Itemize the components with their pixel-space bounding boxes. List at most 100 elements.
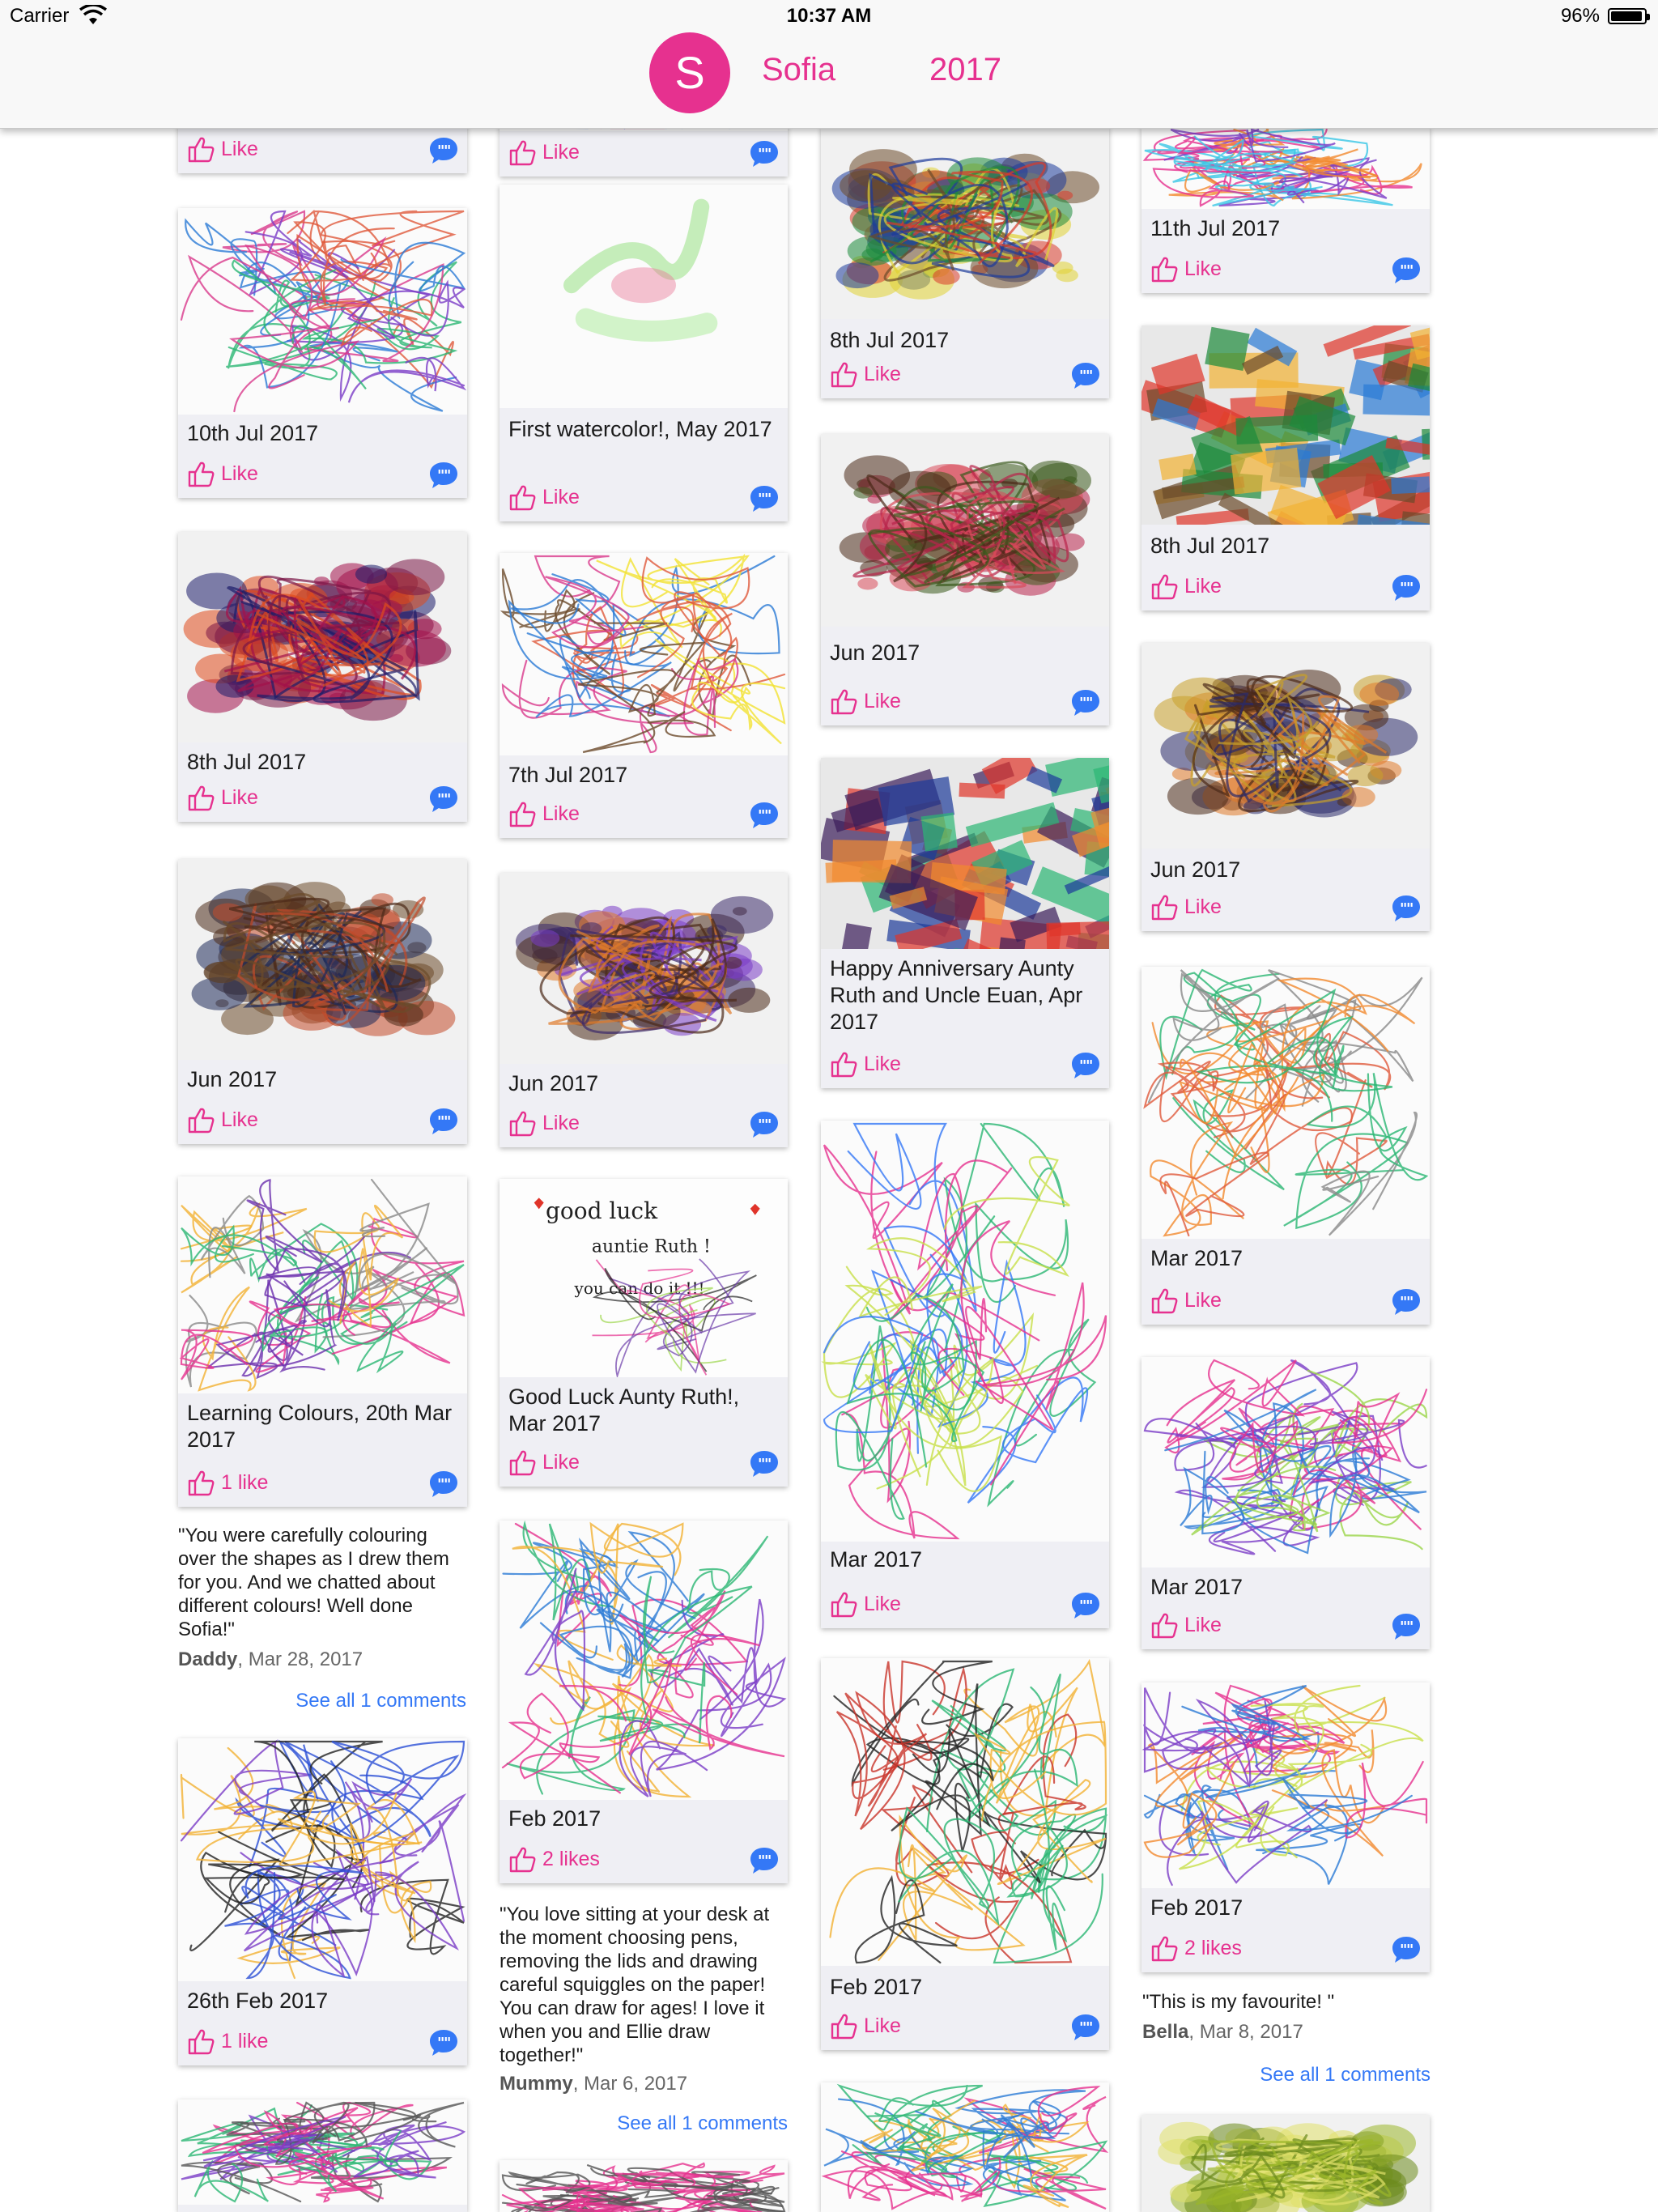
artwork-image[interactable] [1141, 1357, 1430, 1568]
artwork-image[interactable] [1141, 643, 1430, 849]
see-all-comments-link[interactable]: See all 1 comments [295, 1690, 466, 1712]
artwork-card[interactable]: Feb 2017 Like " " [821, 1658, 1109, 2050]
artwork-card[interactable]: First watercolor!, May 2017 Like " " [500, 185, 788, 521]
artwork-card[interactable]: Mar 2017 Like " " [1141, 1357, 1430, 1649]
avatar[interactable]: S [649, 32, 730, 113]
like-button[interactable]: Like [830, 1049, 901, 1078]
quote-bubble-icon[interactable]: "" [1070, 1591, 1101, 1620]
quote-bubble-icon[interactable]: "" [749, 1110, 780, 1139]
quote-bubble-icon[interactable]: "" [1070, 361, 1101, 390]
artwork-image[interactable] [1141, 126, 1430, 209]
like-button[interactable]: Like [830, 687, 901, 716]
like-button[interactable]: Like [508, 483, 580, 512]
like-button[interactable]: Like [508, 138, 580, 167]
artwork-card[interactable]: Learning Colours, 20th Mar 2017 1 like " " [178, 1176, 467, 1507]
like-button[interactable]: Like [1150, 254, 1222, 283]
quote-bubble-icon[interactable]: "" [749, 1449, 780, 1478]
artwork-card[interactable]: 26th Feb 2017 1 like " " [178, 1738, 467, 2065]
quote-bubble-icon[interactable]: "" [749, 801, 780, 830]
artwork-card[interactable]: Jun 2017 Like " " [500, 873, 788, 1147]
quote-bubble-icon[interactable]: "" [1070, 1051, 1101, 1080]
like-button[interactable]: 2 likes [508, 1844, 600, 1874]
artwork-image[interactable] [178, 208, 467, 415]
like-button[interactable]: Like [1150, 1610, 1222, 1640]
artwork-image[interactable] [500, 185, 788, 408]
artwork-card[interactable] [1141, 2115, 1430, 2212]
like-button[interactable]: 2 likes [1150, 1933, 1242, 1963]
artwork-card[interactable]: Jun 2017 Like " " [178, 859, 467, 1144]
artwork-image[interactable] [500, 2160, 788, 2212]
artwork-card[interactable]: 7th Jul 2017 Like " " [500, 553, 788, 838]
artwork-image[interactable] [178, 1176, 467, 1393]
artwork-card[interactable]: 8th Jul 2017 Like " " [178, 532, 467, 822]
quote-bubble-icon[interactable]: "" [428, 1107, 459, 1136]
like-button[interactable]: Like [187, 459, 258, 488]
quote-bubble-icon[interactable]: "" [1391, 1935, 1422, 1964]
quote-bubble-icon[interactable]: "" [1391, 1287, 1422, 1317]
quote-bubble-icon[interactable]: "" [1070, 2013, 1101, 2042]
artwork-image[interactable] [821, 126, 1109, 319]
quote-bubble-icon[interactable]: "" [1391, 1612, 1422, 1641]
like-button[interactable]: 1 like [187, 2027, 268, 2056]
artwork-image[interactable] [821, 1658, 1109, 1966]
quote-bubble-icon[interactable]: "" [749, 1846, 780, 1875]
artwork-image[interactable] [178, 532, 467, 742]
artwork-image[interactable] [500, 553, 788, 755]
artwork-card[interactable]: Feb 2017 2 likes " " [500, 1521, 788, 1883]
year-selector[interactable]: 2017 [929, 52, 1001, 87]
artwork-card[interactable]: good luck auntie Ruth ! you can do it !!! G… [500, 1179, 788, 1487]
like-button[interactable]: Like [830, 1589, 901, 1619]
like-button[interactable]: Like [508, 1448, 580, 1477]
artwork-image[interactable] [821, 758, 1109, 949]
quote-bubble-icon[interactable]: "" [749, 484, 780, 513]
profile-name[interactable]: Sofia [762, 52, 836, 87]
like-button[interactable]: Like [1150, 572, 1222, 601]
artwork-card[interactable] [500, 2160, 788, 2212]
see-all-comments-link[interactable]: See all 1 comments [617, 2112, 788, 2134]
quote-bubble-icon[interactable]: "" [428, 785, 459, 814]
artwork-image[interactable] [1141, 967, 1430, 1239]
like-button[interactable]: 1 like [187, 1468, 268, 1497]
like-button[interactable]: Like [830, 2011, 901, 2040]
see-all-comments-link[interactable]: See all 1 comments [1260, 2064, 1431, 2086]
artwork-card[interactable]: Jun 2017 Like " " [1141, 643, 1430, 931]
like-button[interactable]: Like [1150, 1286, 1222, 1315]
artwork-image[interactable] [821, 1121, 1109, 1542]
artwork-card[interactable]: 11th Jul 2017 Like " " [1141, 126, 1430, 293]
artwork-card[interactable]: 8th Jul 2017 Like " " [821, 126, 1109, 398]
like-button[interactable]: Like [508, 1108, 580, 1138]
quote-bubble-icon[interactable]: "" [428, 1470, 459, 1499]
artwork-card[interactable]: Feb 2017 2 likes " " [1141, 1682, 1430, 1972]
artwork-image[interactable] [500, 1521, 788, 1800]
artwork-card[interactable] [821, 2082, 1109, 2212]
artwork-card[interactable]: 10th Jul 2017 Like " " [178, 208, 467, 498]
like-button[interactable]: Like [187, 1105, 258, 1134]
quote-bubble-icon[interactable]: "" [428, 136, 459, 165]
artwork-image[interactable] [178, 2099, 467, 2205]
artwork-card[interactable]: Jun 2017 Like " " [821, 434, 1109, 725]
artwork-image[interactable] [500, 873, 788, 1064]
artwork-image[interactable] [178, 1738, 467, 1981]
artwork-card[interactable]: Mar 2017 Like " " [1141, 967, 1430, 1325]
quote-bubble-icon[interactable]: "" [1391, 256, 1422, 285]
like-button[interactable]: Like [830, 359, 901, 389]
quote-bubble-icon[interactable]: "" [749, 139, 780, 168]
artwork-image[interactable] [821, 434, 1109, 627]
quote-bubble-icon[interactable]: "" [1391, 894, 1422, 923]
artwork-card[interactable]: Mar 2017 Like " " [821, 1121, 1109, 1628]
artwork-card[interactable]: Happy Anniversary Aunty Ruth and Uncle E… [821, 758, 1109, 1088]
artwork-image[interactable] [1141, 1682, 1430, 1888]
artwork-image[interactable] [1141, 2115, 1430, 2212]
quote-bubble-icon[interactable]: "" [1070, 688, 1101, 717]
artwork-image[interactable] [1141, 325, 1430, 525]
like-button[interactable]: Like [187, 134, 258, 164]
quote-bubble-icon[interactable]: "" [428, 461, 459, 490]
artwork-image[interactable]: good luck auntie Ruth ! you can do it !!! [500, 1179, 788, 1377]
artwork-image[interactable] [821, 2082, 1109, 2212]
like-button[interactable]: Like [187, 783, 258, 812]
artwork-card[interactable] [178, 2099, 467, 2212]
quote-bubble-icon[interactable]: "" [428, 2028, 459, 2057]
artwork-image[interactable] [178, 859, 467, 1060]
quote-bubble-icon[interactable]: "" [1391, 573, 1422, 602]
like-button[interactable]: Like [508, 799, 580, 828]
